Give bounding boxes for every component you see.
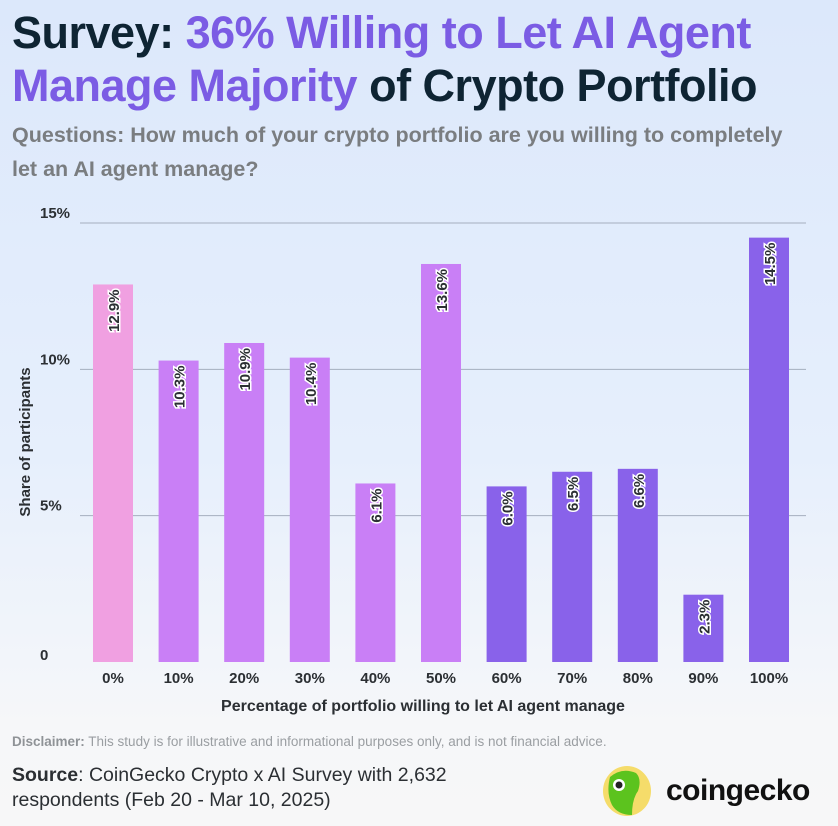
disclaimer-text: This study is for illustrative and infor… (84, 734, 607, 749)
bar (486, 486, 527, 662)
y-tick-label: 5% (40, 498, 62, 515)
disclaimer: Disclaimer: This study is for illustrati… (12, 734, 607, 749)
x-tick-label: 0% (102, 670, 124, 687)
x-tick-label: 100% (750, 670, 788, 687)
y-axis-label: Share of participants (17, 367, 34, 516)
bar (683, 594, 724, 662)
source-text: : CoinGecko Crypto x AI Survey with 2,63… (12, 764, 447, 811)
data-label: 6.5% (565, 477, 582, 511)
source-note: Source: CoinGecko Crypto x AI Survey wit… (12, 763, 552, 813)
title-part2: of Crypto Portfolio (357, 60, 758, 111)
data-label: 10.9% (237, 348, 254, 391)
chart-title: Survey: 36% Willing to Let AI Agent Mana… (12, 6, 838, 112)
x-tick-label: 10% (164, 670, 194, 687)
x-tick-label: 90% (688, 670, 718, 687)
data-label: 2.3% (696, 600, 713, 634)
data-label: 6.6% (631, 474, 648, 508)
title-part1: Survey: (12, 7, 186, 58)
y-tick-label: 10% (40, 351, 70, 368)
x-tick-label: 40% (360, 670, 390, 687)
y-tick-label: 0 (40, 647, 48, 664)
x-tick-label: 30% (295, 670, 325, 687)
source-label: Source (12, 764, 79, 786)
title-highlight1: 36% Willing to Let AI Agent (185, 7, 752, 58)
title-highlight2: Manage Majority (12, 60, 358, 111)
x-tick-label: 80% (623, 670, 653, 687)
x-tick-label: 60% (492, 670, 522, 687)
coingecko-logo: coingecko (602, 765, 810, 817)
data-label: 12.9% (106, 289, 123, 332)
bar (355, 483, 396, 662)
bar (158, 360, 199, 662)
data-label: 13.6% (434, 269, 451, 312)
data-label: 14.5% (762, 243, 779, 286)
bar (749, 237, 789, 662)
chart-subtitle: Questions: How much of your crypto portf… (12, 123, 783, 181)
data-label: 10.3% (172, 366, 189, 409)
bar (421, 263, 461, 662)
x-axis-label: Percentage of portfolio willing to let A… (221, 698, 625, 715)
data-label: 6.0% (500, 491, 517, 525)
x-tick-label: 70% (557, 670, 587, 687)
data-label: 6.1% (368, 488, 385, 522)
bar (93, 284, 133, 662)
x-tick-label: 20% (229, 670, 259, 687)
data-label: 10.4% (303, 363, 320, 406)
bar (289, 357, 330, 662)
logo-text: coingecko (666, 774, 810, 807)
x-tick-label: 50% (426, 670, 456, 687)
disclaimer-label: Disclaimer: (12, 734, 85, 749)
gecko-icon (603, 766, 651, 816)
bar (617, 468, 658, 662)
bar (552, 471, 593, 662)
bar (224, 342, 265, 662)
y-tick-label: 15% (40, 205, 70, 222)
